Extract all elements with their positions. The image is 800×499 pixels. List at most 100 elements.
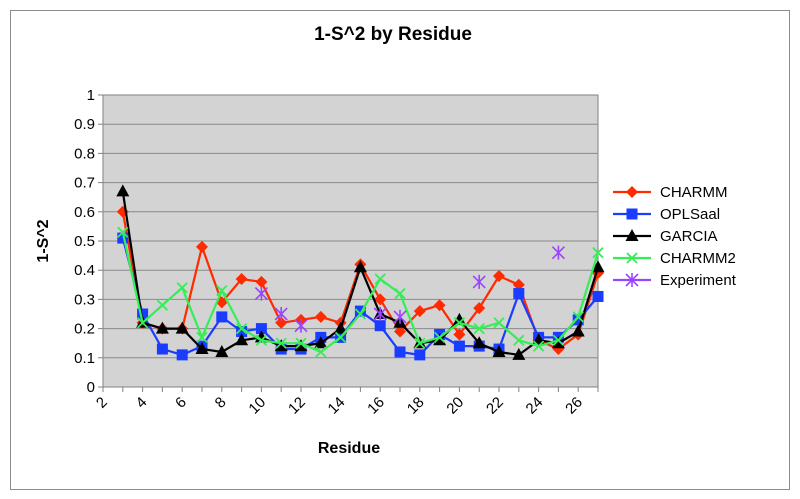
data-point (155, 321, 169, 334)
data-point (156, 299, 169, 311)
data-point (117, 232, 129, 244)
data-point (156, 343, 168, 355)
series-layer (116, 184, 605, 361)
data-point (453, 317, 466, 329)
data-point (394, 325, 406, 338)
data-point (334, 321, 348, 334)
data-point (235, 272, 248, 285)
data-point (216, 311, 228, 323)
x-tick-label: 20 (443, 394, 467, 418)
legend-marker (626, 186, 638, 198)
data-point (473, 322, 485, 335)
x-tick-label: 8 (212, 394, 230, 412)
data-point (374, 273, 386, 285)
legend-label: Experiment (660, 272, 737, 289)
data-point (354, 308, 367, 320)
data-point (116, 184, 130, 197)
data-point (413, 305, 426, 318)
data-point (255, 275, 268, 288)
data-point (394, 287, 406, 300)
legend-item: GARCIA (613, 228, 718, 245)
data-point (571, 324, 585, 337)
data-point (275, 337, 287, 349)
y-tick-label: 0.1 (74, 350, 95, 367)
x-tick-label: 22 (483, 394, 507, 418)
data-point (493, 270, 505, 283)
x-tick-label: 16 (364, 394, 388, 418)
data-point (137, 308, 149, 320)
data-point (592, 290, 604, 302)
legend-item: CHARMM2 (613, 250, 736, 267)
data-point (216, 285, 228, 297)
y-tick-label: 0.9 (74, 116, 95, 133)
data-point (275, 316, 288, 329)
data-point (592, 247, 604, 259)
legend: CHARMM OPLSaal GARCIA CHARMM2 Experiment (613, 184, 737, 289)
legend-marker (625, 229, 639, 241)
y-tick-label: 1 (87, 87, 95, 104)
data-point (394, 346, 406, 358)
data-point (552, 334, 565, 346)
legend-label: CHARMM (660, 184, 728, 201)
data-point (294, 318, 308, 333)
legend-label: OPLSaal (660, 206, 720, 223)
data-point (176, 349, 188, 361)
data-point (453, 340, 465, 352)
data-point (472, 336, 486, 349)
y-tick-label: 0.3 (74, 291, 95, 308)
data-point (315, 346, 327, 358)
data-point (513, 288, 525, 300)
y-tick-label: 0.8 (74, 145, 95, 162)
x-tick-label: 24 (523, 394, 547, 418)
data-point (374, 320, 386, 332)
data-point (295, 337, 307, 349)
data-point (196, 331, 208, 343)
data-point (274, 339, 288, 352)
data-point (591, 260, 605, 273)
data-point (274, 307, 288, 321)
data-point (236, 326, 248, 338)
data-point (215, 344, 229, 357)
data-point (136, 317, 149, 329)
y-tick-label: 0.2 (74, 321, 95, 338)
x-tick-label: 14 (325, 394, 349, 418)
data-point (196, 240, 208, 253)
data-point (513, 334, 525, 346)
y-tick-label: 0.6 (74, 204, 95, 221)
data-point (572, 314, 584, 326)
x-tick-label: 6 (172, 394, 190, 412)
legend-marker (626, 252, 638, 264)
y-tick-label: 0.5 (74, 233, 95, 250)
data-point (551, 245, 565, 260)
data-point (354, 305, 366, 317)
chart-title: 1-S^2 by Residue (314, 24, 472, 45)
data-point (176, 282, 188, 294)
data-point (532, 340, 545, 352)
data-point (512, 278, 525, 291)
data-point (314, 310, 327, 323)
data-point (452, 312, 466, 325)
data-point (235, 333, 249, 346)
x-tick-label: 26 (562, 394, 586, 418)
data-point (414, 349, 426, 361)
y-tick-label: 0.7 (74, 175, 95, 192)
x-axis-title: Residue (318, 440, 380, 457)
data-point (393, 309, 407, 324)
data-point (493, 317, 505, 329)
y-tick-label: 0.4 (74, 262, 95, 279)
y-axis-title: 1-S^2 (35, 219, 52, 262)
data-point (255, 334, 268, 346)
legend-label: GARCIA (660, 228, 718, 245)
data-point (353, 260, 367, 273)
x-tick-label: 4 (133, 394, 151, 412)
x-tick-label: 10 (245, 394, 269, 418)
data-point (294, 339, 308, 352)
data-point (572, 311, 584, 323)
data-point (334, 331, 347, 343)
data-point (373, 307, 387, 321)
series-charmm2 (117, 226, 604, 358)
data-point (433, 299, 446, 312)
series-garcia (116, 184, 605, 360)
data-point (472, 274, 486, 289)
